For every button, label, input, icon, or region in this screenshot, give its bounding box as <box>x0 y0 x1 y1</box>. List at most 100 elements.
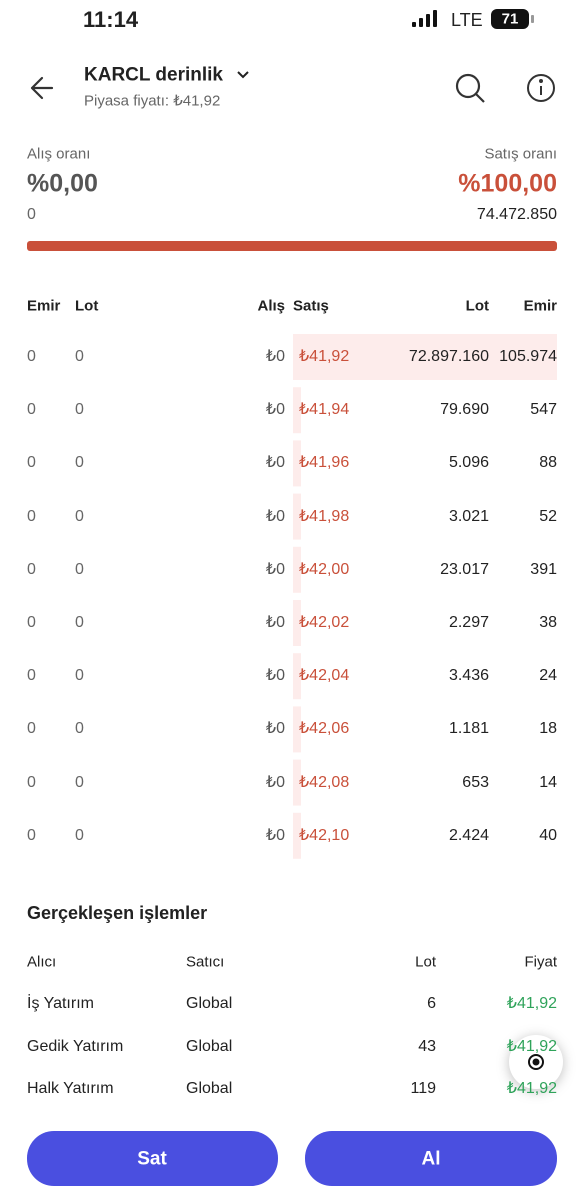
sell-button-label[interactable]: Sat <box>137 1148 167 1170</box>
depth-cell: ₺41,92 <box>299 348 350 365</box>
buy-ratio-label: Alış oranı <box>27 145 91 163</box>
depth-cell: 0 <box>75 826 84 844</box>
trade-cell: ₺41,92 <box>506 1037 557 1055</box>
market-price: Piyasa fiyatı: ₺41,92 <box>84 92 221 110</box>
trade-cell: 43 <box>418 1037 436 1055</box>
depth-header: Satış <box>293 297 329 315</box>
depth-cell: ₺0 <box>265 614 285 631</box>
depth-cell: 0 <box>75 507 84 525</box>
sell-total: 74.472.850 <box>476 206 557 223</box>
depth-bar <box>293 387 301 434</box>
depth-cell: 0 <box>27 773 36 791</box>
depth-cell: ₺42,02 <box>299 614 350 631</box>
depth-cell: 23.017 <box>440 560 489 578</box>
page-title[interactable]: KARCL derinlik <box>84 64 224 86</box>
depth-cell: 0 <box>75 614 84 631</box>
depth-cell: 0 <box>27 614 36 631</box>
sell-ratio-label: Satış oranı <box>484 145 557 163</box>
battery-icon <box>491 9 529 29</box>
status-network: LTE <box>451 10 483 30</box>
depth-header: Lot <box>465 297 489 315</box>
sell-ratio: %100,00 <box>458 169 557 198</box>
depth-cell: 88 <box>539 454 557 472</box>
trade-cell: Global <box>186 1037 233 1055</box>
depth-bar <box>293 440 301 487</box>
depth-cell: 0 <box>75 454 84 472</box>
depth-cell: 3.436 <box>448 667 489 685</box>
depth-bar <box>293 600 301 646</box>
depth-cell: 0 <box>27 507 36 525</box>
info-button[interactable] <box>527 74 555 102</box>
depth-header: Emir <box>523 297 557 315</box>
trades-title: Gerçekleşen işlemler <box>27 903 208 923</box>
trade-cell: Halk Yatırım <box>27 1080 114 1097</box>
depth-cell: 5.096 <box>448 454 489 472</box>
depth-cell: ₺0 <box>265 507 285 525</box>
depth-cell: 653 <box>462 773 489 791</box>
depth-cell: 3.021 <box>448 507 489 525</box>
depth-cell: 38 <box>539 614 557 631</box>
trades-header: Fiyat <box>524 953 557 971</box>
depth-cell: ₺0 <box>265 348 285 365</box>
trade-cell: İş Yatırım <box>27 995 94 1012</box>
depth-header: Emir <box>27 297 61 315</box>
trade-cell: 6 <box>427 995 436 1012</box>
depth-cell: 40 <box>539 826 557 844</box>
depth-cell: 0 <box>75 401 84 419</box>
signal-icon <box>412 10 437 27</box>
ratio-bar <box>27 241 557 251</box>
depth-bar <box>293 759 301 806</box>
depth-cell: ₺0 <box>265 560 285 578</box>
depth-cell: 0 <box>75 348 84 365</box>
battery-tip <box>531 15 534 23</box>
depth-cell: ₺0 <box>265 667 285 685</box>
depth-cell: 391 <box>530 560 557 578</box>
depth-cell: 547 <box>530 401 557 419</box>
depth-cell: 0 <box>27 454 36 472</box>
depth-cell: ₺42,06 <box>299 720 350 738</box>
depth-cell: 0 <box>75 560 84 578</box>
depth-cell: 52 <box>539 507 557 525</box>
depth-cell: 18 <box>539 720 557 738</box>
title-chevron[interactable] <box>237 71 249 79</box>
depth-bar <box>293 334 557 380</box>
trade-cell: Global <box>186 995 233 1012</box>
trade-cell: Gedik Yatırım <box>27 1037 124 1055</box>
depth-cell: 105.974 <box>499 348 557 365</box>
depth-cell: ₺0 <box>265 826 285 844</box>
trade-cell: 119 <box>410 1080 436 1097</box>
depth-cell: ₺0 <box>265 720 285 738</box>
depth-cell: 72.897.160 <box>408 348 489 365</box>
search-button[interactable] <box>455 73 485 103</box>
depth-bar <box>293 546 301 593</box>
depth-cell: 0 <box>27 720 36 738</box>
buy-button[interactable] <box>305 1131 557 1186</box>
depth-bar <box>293 812 301 859</box>
depth-cell: ₺41,96 <box>299 454 350 472</box>
depth-cell: 2.297 <box>448 614 489 631</box>
buy-button-label[interactable]: Al <box>421 1148 441 1170</box>
depth-cell: ₺0 <box>265 773 285 791</box>
depth-cell: ₺0 <box>265 454 285 472</box>
depth-cell: 79.690 <box>440 401 489 419</box>
depth-cell: ₺42,08 <box>299 773 350 791</box>
depth-header: Lot <box>75 297 99 315</box>
depth-cell: 0 <box>75 773 84 791</box>
status-battery: 71 <box>501 10 519 28</box>
sell-button[interactable] <box>27 1131 278 1186</box>
depth-cell: ₺42,00 <box>299 560 350 578</box>
depth-cell: 0 <box>75 720 84 738</box>
back-button[interactable] <box>30 76 54 100</box>
buy-total: 0 <box>27 206 36 223</box>
depth-cell: ₺42,10 <box>299 826 350 844</box>
depth-cell: 24 <box>539 667 557 685</box>
depth-bar <box>293 493 301 540</box>
buy-ratio: %0,00 <box>27 169 98 198</box>
depth-cell: 0 <box>27 667 36 685</box>
trade-cell: Global <box>186 1080 233 1097</box>
depth-cell: 0 <box>27 348 36 365</box>
depth-cell: 1.181 <box>448 720 489 738</box>
trades-header: Satıcı <box>186 953 225 971</box>
status-time: 11:14 <box>83 7 139 32</box>
